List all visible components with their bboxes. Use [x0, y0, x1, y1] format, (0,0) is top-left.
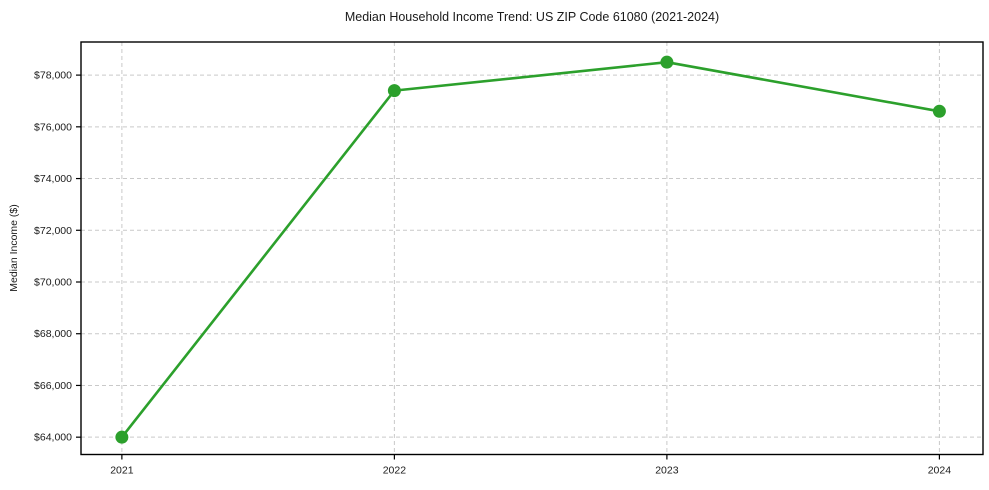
- x-tick-label: 2024: [928, 465, 952, 477]
- x-tick-label: 2023: [655, 465, 679, 477]
- y-axis-label: Median Income ($): [8, 204, 20, 292]
- y-tick-label: $72,000: [34, 225, 72, 237]
- chart-title: Median Household Income Trend: US ZIP Co…: [344, 10, 720, 24]
- data-point: [660, 55, 674, 69]
- y-tick-label: $78,000: [34, 70, 72, 82]
- x-tick-label: 2022: [383, 465, 407, 477]
- trend-line: [120, 60, 941, 439]
- y-tick-label: $64,000: [34, 432, 72, 444]
- x-tick-label: 2021: [110, 465, 134, 477]
- y-tick-label: $66,000: [34, 380, 72, 392]
- y-tick-label: $68,000: [34, 328, 72, 340]
- data-point: [932, 104, 946, 118]
- y-tick-label: $70,000: [34, 277, 72, 289]
- data-point: [387, 84, 401, 98]
- data-point: [115, 430, 129, 444]
- plot-border: [80, 41, 984, 456]
- y-tick-label: $76,000: [34, 121, 72, 133]
- y-tick-label: $74,000: [34, 173, 72, 185]
